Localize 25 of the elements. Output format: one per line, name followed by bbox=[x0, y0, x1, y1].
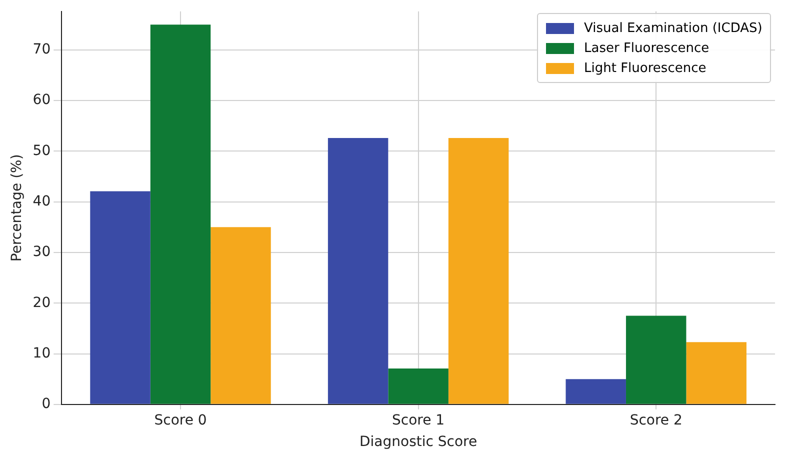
y-tick-label: 60 bbox=[32, 92, 51, 108]
y-tick-label: 20 bbox=[32, 294, 51, 311]
x-axis-title: Diagnostic Score bbox=[360, 434, 478, 450]
legend-label: Light Fluorescence bbox=[584, 60, 706, 76]
bar bbox=[626, 316, 686, 404]
bar bbox=[448, 138, 509, 404]
x-tick-label: Score 2 bbox=[630, 412, 682, 428]
bar bbox=[90, 191, 150, 404]
bar bbox=[566, 379, 626, 404]
y-tick-label: 0 bbox=[42, 396, 51, 412]
y-tick-label: 40 bbox=[32, 193, 51, 210]
y-tick-label: 10 bbox=[32, 345, 51, 362]
bar bbox=[686, 342, 746, 404]
x-tick-label: Score 0 bbox=[154, 412, 207, 428]
legend-label: Laser Fluorescence bbox=[584, 40, 710, 56]
y-axis-title: Percentage (%) bbox=[9, 154, 26, 262]
legend-label: Visual Examination (ICDAS) bbox=[584, 20, 762, 36]
bar bbox=[328, 138, 388, 404]
bar bbox=[210, 227, 271, 404]
bar bbox=[150, 24, 211, 404]
bar bbox=[388, 368, 448, 404]
y-tick-label: 30 bbox=[32, 244, 51, 260]
y-tick-label: 50 bbox=[32, 142, 51, 159]
y-tick-label: 70 bbox=[32, 42, 51, 58]
x-tick-label: Score 1 bbox=[392, 412, 445, 428]
